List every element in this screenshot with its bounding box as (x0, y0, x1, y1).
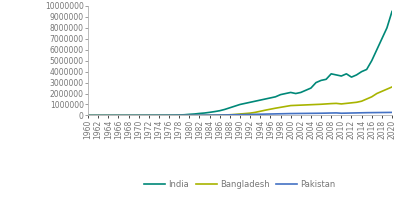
Bangladesh (248, 112, 252, 114)
India (349, 76, 354, 78)
Pakistan (390, 111, 394, 114)
Pakistan (156, 114, 161, 117)
India (390, 10, 394, 13)
Bangladesh (390, 86, 394, 88)
Bangladesh (268, 108, 273, 110)
Bangladesh (156, 114, 161, 117)
Legend: India, Bangladesh, Pakistan: India, Bangladesh, Pakistan (141, 177, 339, 192)
Pakistan (248, 113, 252, 116)
Pakistan (86, 114, 90, 117)
Line: India: India (88, 11, 392, 115)
India (86, 114, 90, 117)
Bangladesh (146, 114, 151, 117)
Bangladesh (349, 102, 354, 104)
Pakistan (192, 114, 197, 116)
India (146, 114, 151, 116)
India (192, 113, 197, 115)
Pakistan (349, 112, 354, 114)
Bangladesh (192, 114, 197, 117)
Pakistan (268, 113, 273, 115)
India (248, 101, 252, 103)
Line: Pakistan: Pakistan (88, 112, 392, 115)
Pakistan (146, 114, 151, 117)
India (156, 114, 161, 116)
Bangladesh (86, 114, 90, 117)
India (268, 97, 273, 99)
Line: Bangladesh: Bangladesh (88, 87, 392, 115)
